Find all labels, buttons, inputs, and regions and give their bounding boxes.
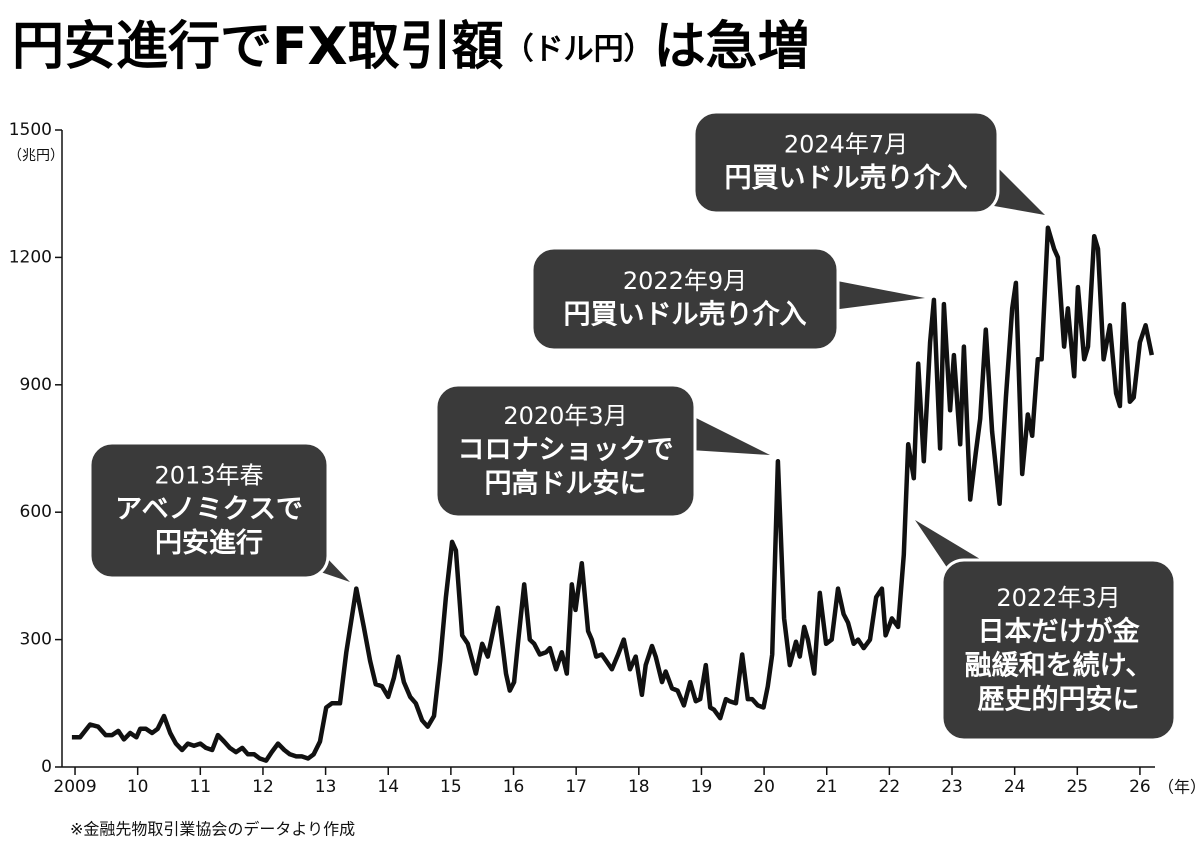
- callout-text: 日本だけが金: [978, 616, 1141, 648]
- callout-text: アベノミクスで: [115, 494, 303, 525]
- callout-text: 円買いドル売り介入: [564, 300, 807, 331]
- callout-text: 2022年9月: [623, 267, 747, 295]
- callout-box: [530, 246, 840, 352]
- callout-text: 2020年3月: [503, 402, 627, 430]
- x-tick-label: 18: [628, 777, 650, 797]
- callout-box: [940, 558, 1177, 742]
- x-tick-label: 20: [753, 777, 775, 797]
- x-tick-label: 15: [440, 777, 462, 797]
- y-tick-label: 300: [20, 630, 52, 650]
- callout-text: 2022年3月: [996, 584, 1120, 612]
- callout-text: 円買いドル売り介入: [725, 163, 968, 194]
- callout-text: 歴史的円安に: [978, 684, 1140, 716]
- callout-text: 2013年春: [154, 462, 263, 490]
- y-unit: （兆円）: [8, 148, 64, 164]
- chart-title: 円安進行でFX取引額（ドル円）は急増: [12, 17, 810, 77]
- data-line: [71, 225, 1155, 763]
- x-unit: （年）: [1158, 778, 1200, 797]
- callout-box: [88, 441, 330, 580]
- callout-box: [434, 383, 697, 519]
- x-tick-label: 13: [315, 777, 337, 797]
- x-tick-label: 19: [691, 777, 713, 797]
- x-tick-label: 10: [127, 777, 149, 797]
- x-tick-label: 17: [565, 777, 587, 797]
- title-paren: （ドル円）: [504, 32, 654, 67]
- title-end: は急増: [654, 17, 810, 77]
- x-tick-label: 16: [503, 777, 525, 797]
- callout-pointer: [832, 280, 925, 310]
- y-tick-label: 600: [20, 502, 52, 522]
- y-tick-label: 1200: [9, 247, 52, 267]
- x-tick-label: 23: [941, 777, 963, 797]
- title-main: 円安進行でFX取引額: [12, 17, 504, 77]
- y-tick-label: 1500: [9, 120, 52, 140]
- x-tick-label: 12: [252, 777, 274, 797]
- y-tick-label: 900: [20, 375, 52, 395]
- x-tick-label: 2009: [53, 777, 96, 797]
- x-tick-label: 21: [816, 777, 838, 797]
- source-note: ※金融先物取引業協会のデータより作成: [70, 820, 355, 839]
- x-tick-label: 26: [1129, 777, 1151, 797]
- callout-text: コロナショックで: [458, 435, 674, 466]
- x-tick-label: 25: [1066, 777, 1088, 797]
- callout-pointer: [690, 415, 770, 455]
- x-tick-label: 11: [189, 777, 211, 797]
- callout-text: 円高ドル安に: [485, 468, 647, 500]
- x-tick-label: 22: [879, 777, 901, 797]
- callout-box: [692, 110, 1000, 215]
- y-tick-label: 0: [41, 757, 52, 777]
- callout-text: 2024年7月: [784, 131, 908, 159]
- callout-text: 融緩和を続け、: [965, 651, 1153, 682]
- x-tick-label: 24: [1004, 777, 1026, 797]
- callout-text: 円安進行: [155, 527, 263, 559]
- x-tick-label: 14: [377, 777, 399, 797]
